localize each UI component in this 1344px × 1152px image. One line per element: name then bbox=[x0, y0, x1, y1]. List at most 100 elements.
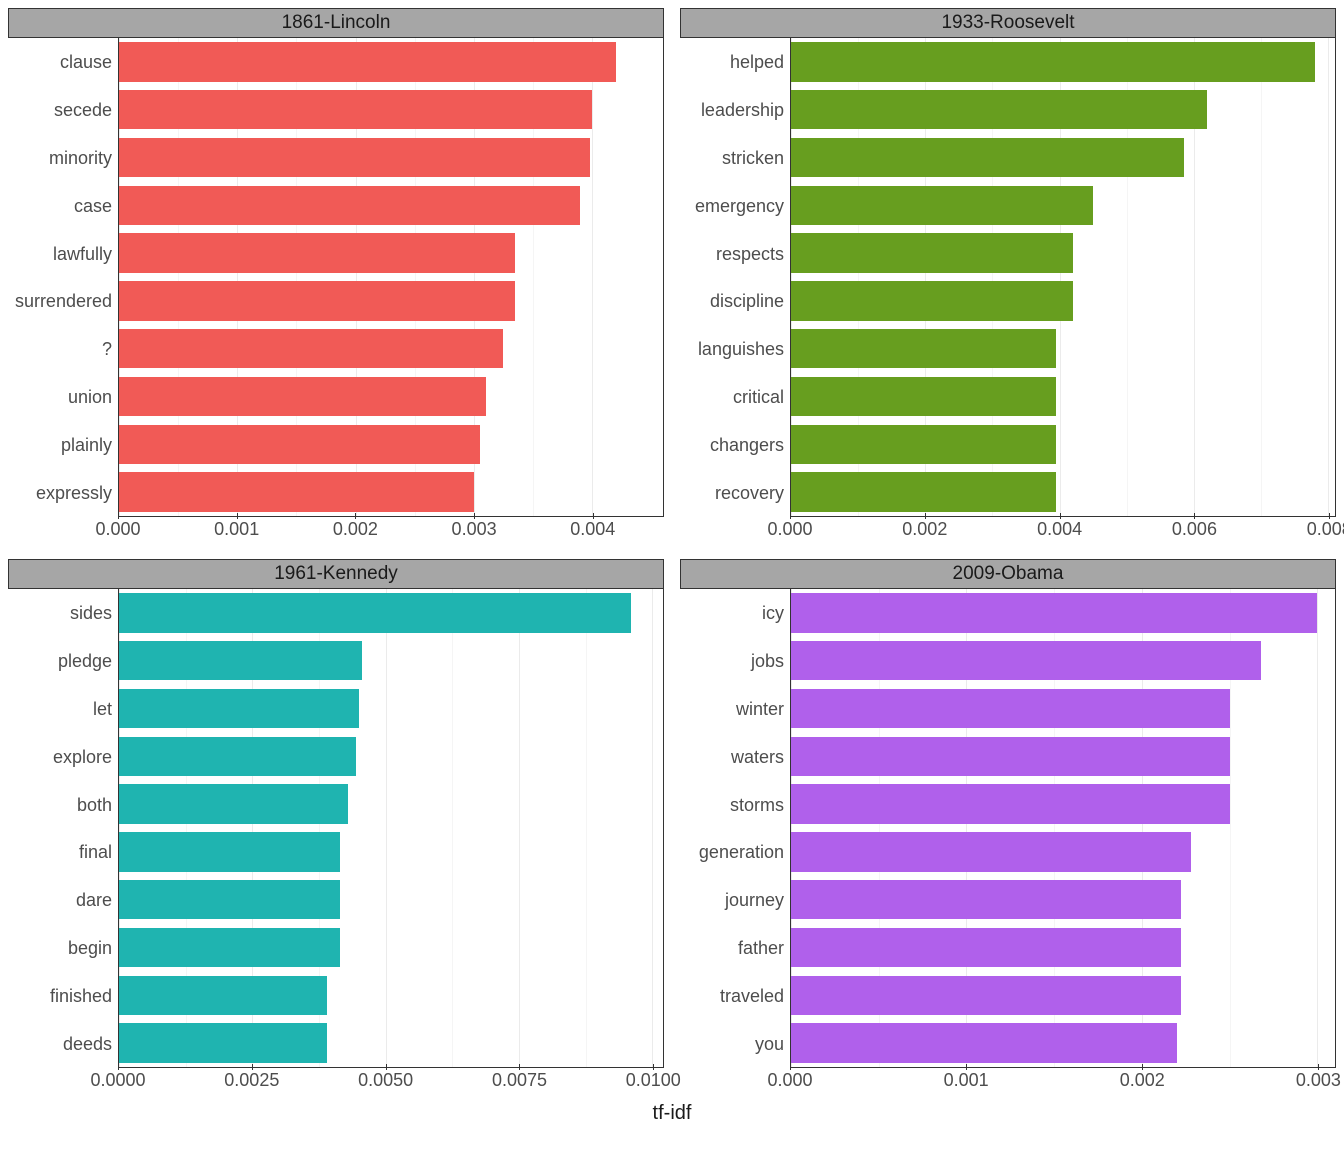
bar-row bbox=[791, 373, 1335, 421]
panel-wrap: sidespledgeletexplorebothfinaldarebeginf… bbox=[8, 589, 664, 1068]
y-axis: clausesecedeminoritycaselawfullysurrende… bbox=[8, 38, 118, 517]
x-tick-label: 0.000 bbox=[95, 519, 140, 540]
bar bbox=[791, 425, 1056, 464]
bar-row bbox=[119, 732, 663, 780]
bar-row bbox=[791, 229, 1335, 277]
plot-area bbox=[790, 38, 1336, 517]
bar bbox=[119, 593, 631, 632]
panel-wrap: helpedleadershipstrickenemergencyrespect… bbox=[680, 38, 1336, 517]
y-tick-label: father bbox=[738, 924, 784, 972]
facet-panel: 1933-Roosevelthelpedleadershipstrickenem… bbox=[680, 8, 1336, 547]
x-tick-label: 0.002 bbox=[902, 519, 947, 540]
y-tick-label: jobs bbox=[751, 637, 784, 685]
y-tick-label: pledge bbox=[58, 637, 112, 685]
y-tick-label: you bbox=[755, 1020, 784, 1068]
y-tick-label: explore bbox=[53, 733, 112, 781]
y-tick-label: sides bbox=[70, 589, 112, 637]
bar bbox=[791, 377, 1056, 416]
bar bbox=[119, 186, 580, 225]
x-tick-label: 0.008 bbox=[1307, 519, 1344, 540]
y-tick-label: dare bbox=[76, 876, 112, 924]
bar-row bbox=[791, 277, 1335, 325]
bar bbox=[119, 880, 340, 919]
y-tick-label: let bbox=[93, 685, 112, 733]
bar-row bbox=[791, 637, 1335, 685]
plot-area bbox=[790, 589, 1336, 1068]
bar-row bbox=[791, 1019, 1335, 1067]
bar bbox=[119, 281, 515, 320]
bar bbox=[791, 832, 1191, 871]
y-axis: helpedleadershipstrickenemergencyrespect… bbox=[680, 38, 790, 517]
x-axis-label: tf-idf bbox=[8, 1102, 1336, 1125]
x-axis-row: 0.0000.0010.0020.0030.004 bbox=[8, 517, 664, 547]
bar bbox=[791, 976, 1181, 1015]
x-tick-label: 0.0000 bbox=[90, 1070, 145, 1091]
bar bbox=[791, 880, 1181, 919]
bar bbox=[119, 1023, 327, 1062]
bar-row bbox=[119, 685, 663, 733]
bar-row bbox=[791, 876, 1335, 924]
x-axis-row: 0.0000.0010.0020.003 bbox=[680, 1068, 1336, 1098]
bar bbox=[791, 42, 1315, 81]
y-tick-label: discipline bbox=[710, 277, 784, 325]
bar-row bbox=[119, 637, 663, 685]
bar-row bbox=[791, 685, 1335, 733]
bar bbox=[791, 186, 1093, 225]
y-tick-label: leadership bbox=[701, 86, 784, 134]
bar-row bbox=[119, 38, 663, 86]
bar-row bbox=[119, 924, 663, 972]
bar-row bbox=[791, 420, 1335, 468]
bar bbox=[119, 928, 340, 967]
x-axis: 0.0000.0020.0040.0060.008 bbox=[790, 517, 1336, 547]
y-tick-label: union bbox=[68, 373, 112, 421]
bar-row bbox=[791, 38, 1335, 86]
y-tick-label: ? bbox=[102, 325, 112, 373]
y-tick-label: generation bbox=[699, 828, 784, 876]
bar-row bbox=[119, 828, 663, 876]
bar bbox=[791, 928, 1181, 967]
y-tick-label: final bbox=[79, 828, 112, 876]
facet-title: 1861-Lincoln bbox=[8, 8, 664, 38]
bar-row bbox=[791, 134, 1335, 182]
x-tick-label: 0.002 bbox=[333, 519, 378, 540]
bar-row bbox=[119, 468, 663, 516]
x-tick-label: 0.001 bbox=[214, 519, 259, 540]
bar-row bbox=[791, 468, 1335, 516]
bar bbox=[791, 233, 1073, 272]
y-tick-label: emergency bbox=[695, 182, 784, 230]
x-axis: 0.0000.0010.0020.003 bbox=[790, 1068, 1336, 1098]
y-tick-label: journey bbox=[725, 876, 784, 924]
bar-row bbox=[119, 420, 663, 468]
facet-panel: 1961-Kennedysidespledgeletexplorebothfin… bbox=[8, 559, 664, 1098]
bars-container bbox=[119, 38, 663, 516]
x-tick-label: 0.004 bbox=[570, 519, 615, 540]
bar bbox=[119, 90, 592, 129]
bar-row bbox=[791, 971, 1335, 1019]
bar-row bbox=[119, 86, 663, 134]
plot-area bbox=[118, 38, 664, 517]
bar bbox=[119, 976, 327, 1015]
bar-row bbox=[119, 325, 663, 373]
y-tick-label: surrendered bbox=[15, 277, 112, 325]
x-tick-label: 0.0025 bbox=[224, 1070, 279, 1091]
bar-row bbox=[119, 971, 663, 1019]
bar bbox=[791, 641, 1261, 680]
y-tick-label: clause bbox=[60, 38, 112, 86]
bar-row bbox=[119, 373, 663, 421]
x-tick-label: 0.0100 bbox=[626, 1070, 681, 1091]
y-tick-label: finished bbox=[50, 972, 112, 1020]
x-tick-label: 0.0050 bbox=[358, 1070, 413, 1091]
y-tick-label: lawfully bbox=[53, 230, 112, 278]
bars-container bbox=[791, 589, 1335, 1067]
bar bbox=[119, 233, 515, 272]
bar bbox=[119, 737, 356, 776]
y-tick-label: winter bbox=[736, 685, 784, 733]
bar-row bbox=[791, 924, 1335, 972]
y-tick-label: secede bbox=[54, 86, 112, 134]
y-tick-label: respects bbox=[716, 230, 784, 278]
x-tick-label: 0.000 bbox=[767, 1070, 812, 1091]
bar-row bbox=[119, 134, 663, 182]
y-tick-label: deeds bbox=[63, 1020, 112, 1068]
y-tick-label: storms bbox=[730, 781, 784, 829]
bar bbox=[119, 329, 503, 368]
